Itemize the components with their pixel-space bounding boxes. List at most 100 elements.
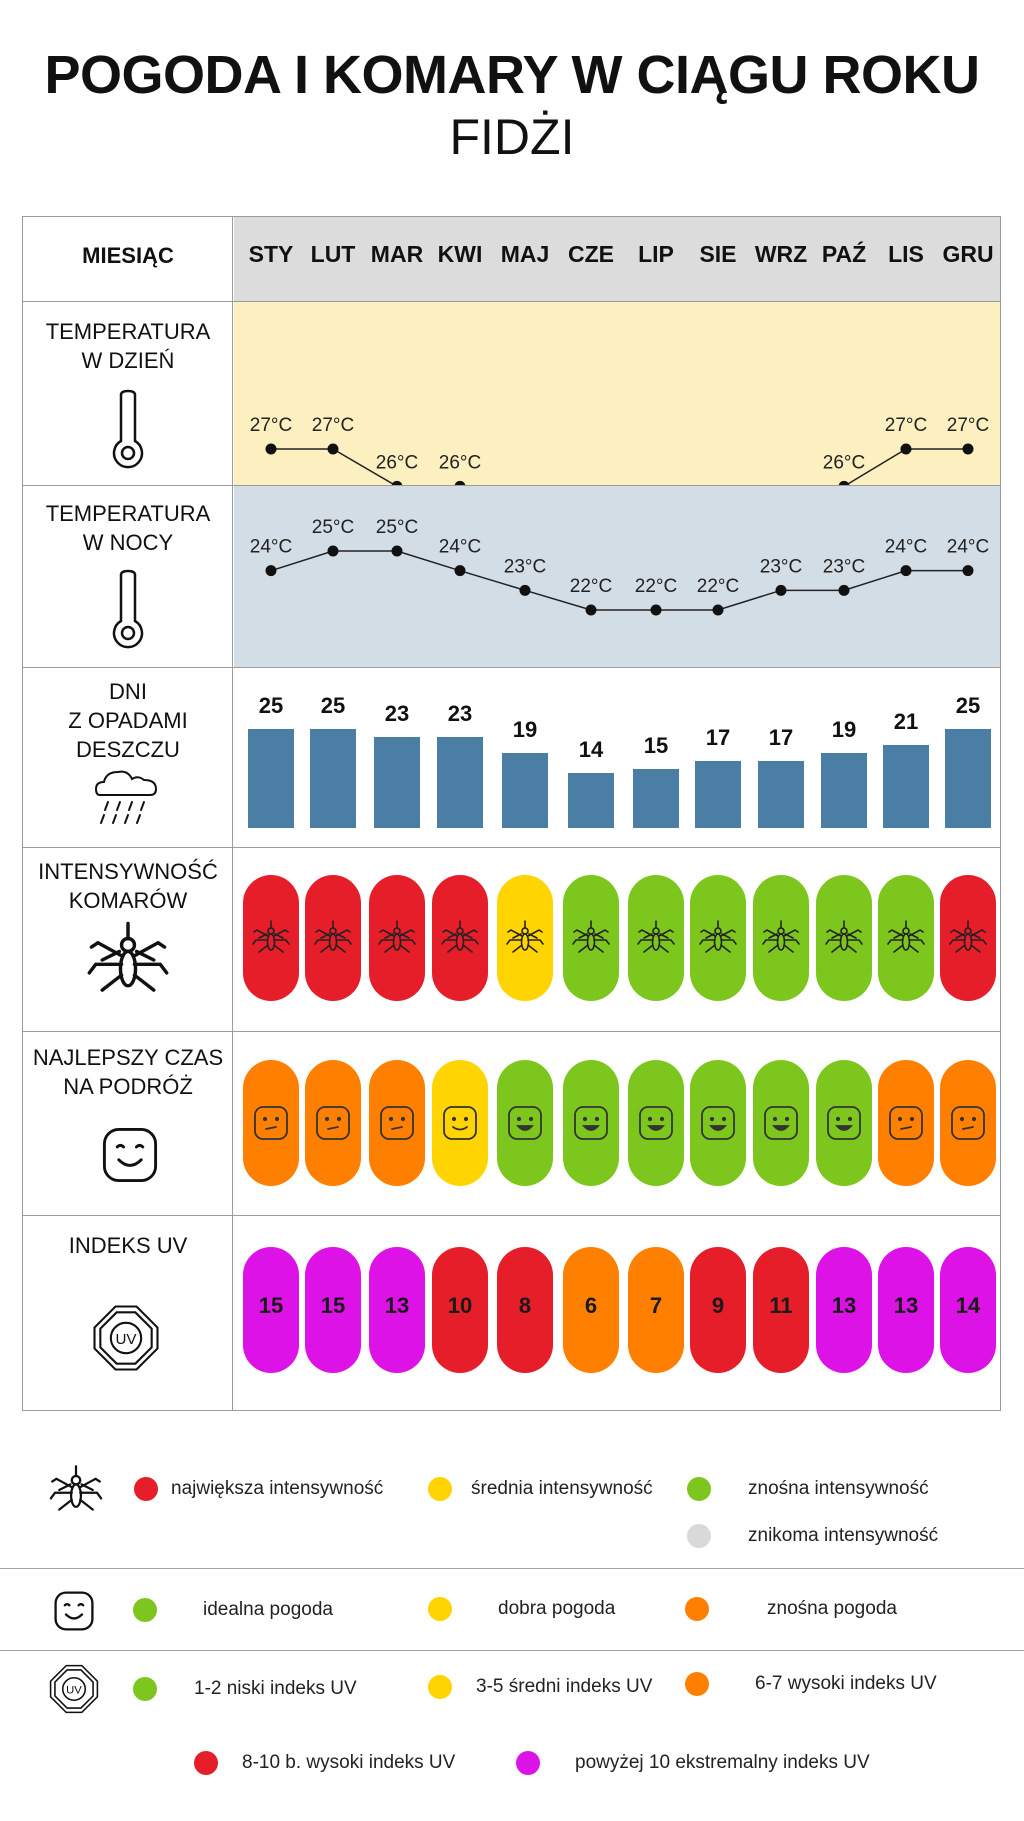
legend-uv-high-label: 6-7 wysoki indeks UV [755, 1673, 937, 1694]
travel-level-pill [690, 1060, 746, 1186]
legend-divider [0, 1568, 1024, 1569]
uv-icon: UV [48, 1663, 100, 1720]
travel-level-pill [563, 1060, 619, 1186]
uv-level-pill: 11 [753, 1247, 809, 1373]
legend-uv-very-high-dot [194, 1751, 218, 1775]
legend-mosquito-negligible-dot [687, 1524, 711, 1548]
mosquito-icon [313, 918, 353, 963]
night-temp-chart: 24°C 25°C 25°C 24°C 23°C 22°C 22°C 22°C 23°C 23°C… [250, 517, 989, 616]
night-temp-point [327, 545, 339, 557]
rain-bar [883, 745, 929, 828]
rain-bar-value: 14 [578, 736, 604, 762]
travel-level-pill [816, 1060, 872, 1186]
mosquito-icon [824, 918, 864, 963]
uv-level-pill: 10 [432, 1247, 488, 1373]
mosquito-level-pill [690, 875, 746, 1001]
rain-bar [758, 760, 804, 828]
climate-table: MIESIĄC STY LUT MAR KWI MAJ CZE LIP SIE WRZ PAŹ LI… [22, 216, 1001, 1411]
month-label-sie: SIE [699, 241, 737, 267]
month-label-mar: MAR [370, 241, 424, 267]
night-temp-line [270, 550, 968, 611]
rain-bar-value: 15 [643, 732, 669, 758]
row-label-day-temp: W DZIEŃ [81, 348, 175, 373]
night-temp-value-label: 23°C [760, 556, 802, 577]
legend-uv-medium-label: 3-5 średni indeks UV [476, 1676, 653, 1697]
rain-bar-value: 25 [258, 693, 284, 719]
row-label-day-temp: TEMPERATURA [45, 319, 211, 344]
night-temp-point [585, 604, 597, 616]
night-temp-value-label: 25°C [312, 517, 354, 538]
rain-bar-value: 25 [320, 693, 346, 719]
mosquito-icon [636, 918, 676, 963]
travel-level-pill [369, 1060, 425, 1186]
legend-divider [0, 1650, 1024, 1651]
legend-uv-high-dot [685, 1672, 709, 1696]
legend-mosquito-negligible-label: znikoma intensywność [748, 1525, 939, 1546]
night-temp-value-label: 24°C [947, 537, 989, 558]
uv-value: 14 [955, 1293, 981, 1318]
row-divider [23, 485, 1000, 486]
rain-bar [633, 768, 679, 828]
row-label-night-temp: TEMPERATURA [45, 501, 211, 526]
row-label-mosquito: KOMARÓW [68, 888, 188, 913]
month-label-kwi: KWI [437, 241, 483, 267]
smiley-icon [948, 1103, 988, 1148]
mosquito-level-pill [305, 875, 361, 1001]
rain-bar [248, 729, 294, 828]
legend-weather-tolerable-dot [685, 1597, 709, 1621]
uv-value: 9 [711, 1293, 725, 1318]
travel-level-pill [432, 1060, 488, 1186]
night-temp-value-label: 22°C [697, 576, 739, 597]
legend-weather-ideal-dot [133, 1598, 157, 1622]
month-label-lut: LUT [310, 241, 356, 267]
legend-uv-medium-dot [428, 1675, 452, 1699]
mosquito-level-pill [940, 875, 996, 1001]
mosquito-icon [85, 917, 171, 1008]
mosquito-level-pill [563, 875, 619, 1001]
day-temp-line [271, 448, 968, 485]
rain-bar-value: 17 [705, 724, 731, 750]
travel-level-pill [878, 1060, 934, 1186]
row-label-rain-days: DNI [109, 679, 147, 704]
month-label-cze: CZE [568, 241, 614, 267]
day-temp-point [962, 443, 974, 455]
night-temp-value-label: 23°C [823, 556, 865, 577]
night-temp-point [775, 584, 787, 596]
smiley-icon [698, 1103, 738, 1148]
legend-uv-extreme-label: powyżej 10 ekstremalny indeks UV [575, 1752, 870, 1773]
month-label-gru: GRU [942, 241, 994, 267]
night-temp-value-label: 25°C [376, 517, 418, 538]
smiley-icon [571, 1103, 611, 1148]
night-temp-point [650, 604, 662, 616]
travel-level-pill [753, 1060, 809, 1186]
thermometer-icon [106, 569, 150, 654]
svg-text:UV: UV [115, 1331, 137, 1348]
rain-bar-value: 23 [384, 701, 410, 727]
smiley-icon [440, 1103, 480, 1148]
day-temp-point [900, 443, 912, 455]
rain-bar-value: 25 [955, 693, 981, 719]
day-temp-value-label: 27°C [885, 415, 927, 436]
uv-value: 8 [518, 1293, 532, 1318]
mosquito-level-pill [369, 875, 425, 1001]
month-label-sty: STY [248, 241, 294, 267]
day-temp-band [234, 302, 1000, 485]
mosquito-level-pill [497, 875, 553, 1001]
smiley-icon [636, 1103, 676, 1148]
mosquito-icon [761, 918, 801, 963]
travel-level-pill [243, 1060, 299, 1186]
uv-value: 7 [649, 1293, 663, 1318]
uv-level-pill: 7 [628, 1247, 684, 1373]
legend-mosquito-high-label: największa intensywność [171, 1478, 384, 1499]
travel-level-pill [497, 1060, 553, 1186]
uv-level-pill: 9 [690, 1247, 746, 1373]
mosquito-icon [440, 918, 480, 963]
rain-bar [695, 760, 741, 828]
night-temp-point [712, 604, 724, 616]
night-temp-value-label: 23°C [504, 556, 546, 577]
night-temp-value-label: 22°C [635, 576, 677, 597]
mosquito-level-pill [816, 875, 872, 1001]
month-label-wrz: WRZ [754, 241, 808, 267]
smiley-icon [251, 1103, 291, 1148]
day-temp-value-label: 26°C [376, 452, 418, 473]
